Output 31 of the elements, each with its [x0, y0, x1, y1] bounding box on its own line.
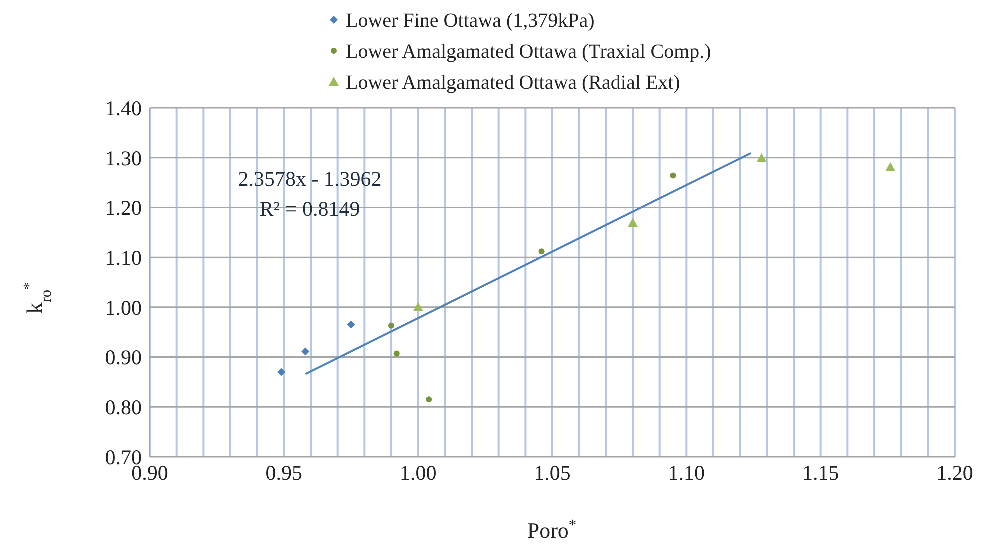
- point: [302, 348, 310, 356]
- point: [886, 162, 896, 172]
- point: [670, 172, 676, 179]
- annotation: R² = 0.8149: [260, 197, 360, 221]
- y-tick-label: 1.30: [105, 146, 142, 170]
- y-tick-label: 1.20: [105, 196, 142, 220]
- point: [756, 153, 767, 162]
- y-tick-label: 1.40: [105, 96, 142, 120]
- annotation: 2.3578x - 1.3962: [238, 167, 382, 191]
- x-tick-label: 1.15: [802, 460, 840, 485]
- legend-label: Lower Fine Ottawa (1,379kPa): [346, 10, 595, 32]
- y-tick-label: 0.90: [105, 346, 142, 370]
- x-tick-label: 0.95: [266, 460, 303, 485]
- legend-label: Lower Amalgamated Ottawa (Radial Ext): [346, 72, 680, 94]
- point: [426, 396, 432, 403]
- point: [394, 350, 400, 357]
- point: [277, 368, 286, 376]
- point: [628, 218, 638, 228]
- point: [413, 302, 424, 312]
- x-tick-label: 1.00: [400, 460, 437, 485]
- x-tick-label: 1.10: [668, 460, 706, 485]
- point: [538, 248, 545, 255]
- y-tick-label: 0.80: [105, 396, 142, 420]
- x-axis-title: Poro$^{*}$: [527, 516, 577, 543]
- y-tick-label: 1.10: [105, 246, 142, 270]
- point: [347, 320, 356, 329]
- y-tick-label: 1.00: [105, 296, 142, 320]
- legend-label: Lower Amalgamated Ottawa (Traxial Comp.): [346, 41, 712, 63]
- point: [388, 322, 394, 329]
- x-tick-label: 1.05: [534, 460, 571, 485]
- x-tick-label: 1.20: [936, 460, 974, 485]
